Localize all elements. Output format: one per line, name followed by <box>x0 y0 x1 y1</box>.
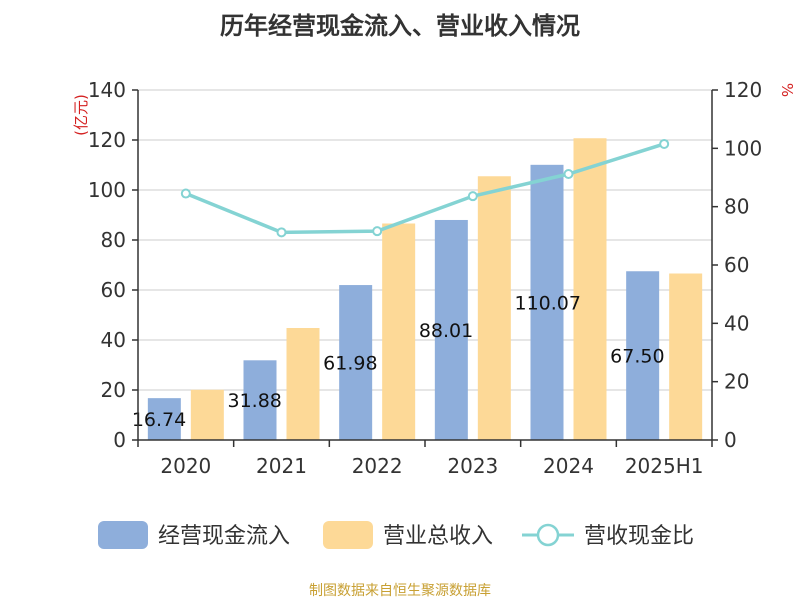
bar-cash-inflow <box>530 164 564 440</box>
x-tick-label: 2024 <box>543 454 594 478</box>
left-tick-label: 140 <box>88 78 126 102</box>
source-note: 制图数据来自恒生聚源数据库 <box>309 583 491 599</box>
bar-data-label: 110.07 <box>515 292 581 314</box>
legend-swatch-ratio-point <box>536 523 560 547</box>
bar-revenue <box>382 223 416 440</box>
legend-swatch-revenue <box>323 521 373 549</box>
bar-cash-inflow <box>147 398 181 440</box>
x-tick-label: 2020 <box>160 454 211 478</box>
x-tick-label: 2021 <box>256 454 307 478</box>
bar-data-label: 88.01 <box>419 320 473 342</box>
legend-label: 营收现金比 <box>584 524 694 549</box>
right-tick-label: 100 <box>724 136 762 160</box>
left-tick-label: 100 <box>88 178 126 202</box>
left-tick-label: 0 <box>113 428 126 452</box>
left-tick-label: 60 <box>101 278 126 302</box>
left-tick-label: 20 <box>101 378 126 402</box>
left-axis-unit: (亿元) <box>72 94 90 136</box>
ratio-point <box>372 226 383 237</box>
bar-revenue <box>573 138 607 440</box>
bar-data-label: 67.50 <box>610 346 664 368</box>
ratio-point <box>180 188 191 199</box>
x-tick-label: 2022 <box>352 454 403 478</box>
right-tick-label: 120 <box>724 78 762 102</box>
ratio-point <box>563 169 574 179</box>
bar-cash-inflow <box>434 219 468 440</box>
left-tick-label: 120 <box>88 128 126 152</box>
left-tick-label: 40 <box>101 328 126 352</box>
bar-revenue <box>669 273 703 440</box>
ratio-point <box>276 227 287 238</box>
bar-data-label: 16.74 <box>132 409 186 431</box>
left-tick-label: 80 <box>101 228 126 252</box>
bar-data-label: 31.88 <box>228 390 282 412</box>
x-tick-label: 2025H1 <box>625 454 704 478</box>
bar-cash-inflow <box>626 271 660 440</box>
ratio-point <box>467 191 478 202</box>
bar-revenue <box>286 328 320 440</box>
ratio-point <box>659 138 670 149</box>
bar-cash-inflow <box>339 285 373 440</box>
bar-data-label: 61.98 <box>323 353 377 375</box>
ratio-line <box>185 142 665 235</box>
legend-label: 经营现金流入 <box>158 524 290 549</box>
legend-label: 营业总收入 <box>383 524 493 549</box>
chart-title: 历年经营现金流入、营业收入情况 <box>220 12 580 40</box>
bar-cash-inflow <box>243 360 277 440</box>
bar-revenue <box>190 389 224 440</box>
legend-swatch-cash-inflow <box>98 521 148 549</box>
right-tick-label: 0 <box>724 428 737 452</box>
right-tick-label: 60 <box>724 253 749 277</box>
right-tick-label: 20 <box>724 370 749 394</box>
right-axis-unit: % <box>778 83 796 97</box>
right-tick-label: 80 <box>724 195 749 219</box>
right-tick-label: 40 <box>724 311 749 335</box>
bar-revenue <box>477 176 511 440</box>
x-tick-label: 2023 <box>447 454 498 478</box>
